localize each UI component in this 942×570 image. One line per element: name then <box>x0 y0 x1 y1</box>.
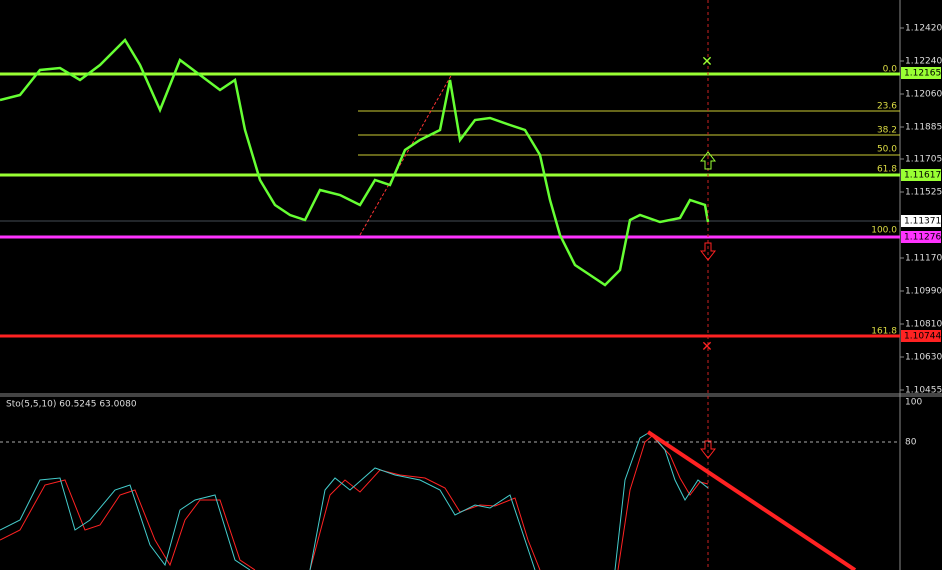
fib-level-label: 38.2 <box>877 126 897 136</box>
price-tag-bg <box>901 169 941 181</box>
price-tag-label: 1.11276 <box>904 233 941 243</box>
fib-level-label: 23.6 <box>877 102 897 112</box>
price-tick-label: 1.10990 <box>905 287 942 297</box>
price-tag-bg <box>901 67 941 79</box>
fib-level-label: 61.8 <box>877 165 897 175</box>
price-tick-label: 1.12240 <box>905 57 942 67</box>
indicator-tick-label: 100 <box>905 398 922 408</box>
price-tick-label: 1.10810 <box>905 320 942 330</box>
price-tag: 1.11617 <box>901 169 941 181</box>
signal-line <box>0 479 256 570</box>
price-tick-label: 1.10455 <box>905 386 942 396</box>
indicator-label: Sto(5,5,10) 60.5245 63.0080 <box>6 400 137 410</box>
price-tag-label: 1.12165 <box>904 69 941 79</box>
price-tick-label: 1.11705 <box>905 155 942 165</box>
fib-base-line <box>359 73 453 236</box>
price-tag: 1.11371 <box>901 215 941 227</box>
price-tag: 1.11276 <box>901 231 941 243</box>
down-arrow <box>699 242 717 261</box>
fib-level-label: 161.8 <box>871 327 897 337</box>
x-marker: ✕ <box>701 54 713 70</box>
price-candles <box>0 37 710 287</box>
main-line <box>0 477 251 570</box>
fib-level-label: 100.0 <box>871 226 897 236</box>
price-tag-bg <box>901 231 941 243</box>
fib-level-label: 50.0 <box>877 145 897 155</box>
price-tick-label: 1.10630 <box>905 353 942 363</box>
price-tag-bg <box>901 215 941 227</box>
price-tag-label: 1.11617 <box>904 171 941 181</box>
price-tick-label: 1.12060 <box>905 90 942 100</box>
price-tag-label: 1.11371 <box>904 217 941 227</box>
price-tag-label: 1.10744 <box>904 332 941 342</box>
fib-level-label: 0.0 <box>883 65 898 75</box>
indicator-tick-label: 80 <box>905 438 917 448</box>
price-tick-label: 1.12420 <box>905 24 942 34</box>
trend-line <box>646 430 857 570</box>
up-arrow <box>699 151 717 170</box>
price-tag: 1.12165 <box>901 67 941 79</box>
price-tick-label: 1.11885 <box>905 123 942 133</box>
price-tick-label: 1.11170 <box>905 254 942 264</box>
down-arrow <box>699 440 717 459</box>
x-marker: ✕ <box>701 339 713 355</box>
price-tag: 1.10744 <box>901 330 941 342</box>
price-tag-bg <box>901 330 941 342</box>
price-tick-label: 1.11525 <box>905 188 942 198</box>
